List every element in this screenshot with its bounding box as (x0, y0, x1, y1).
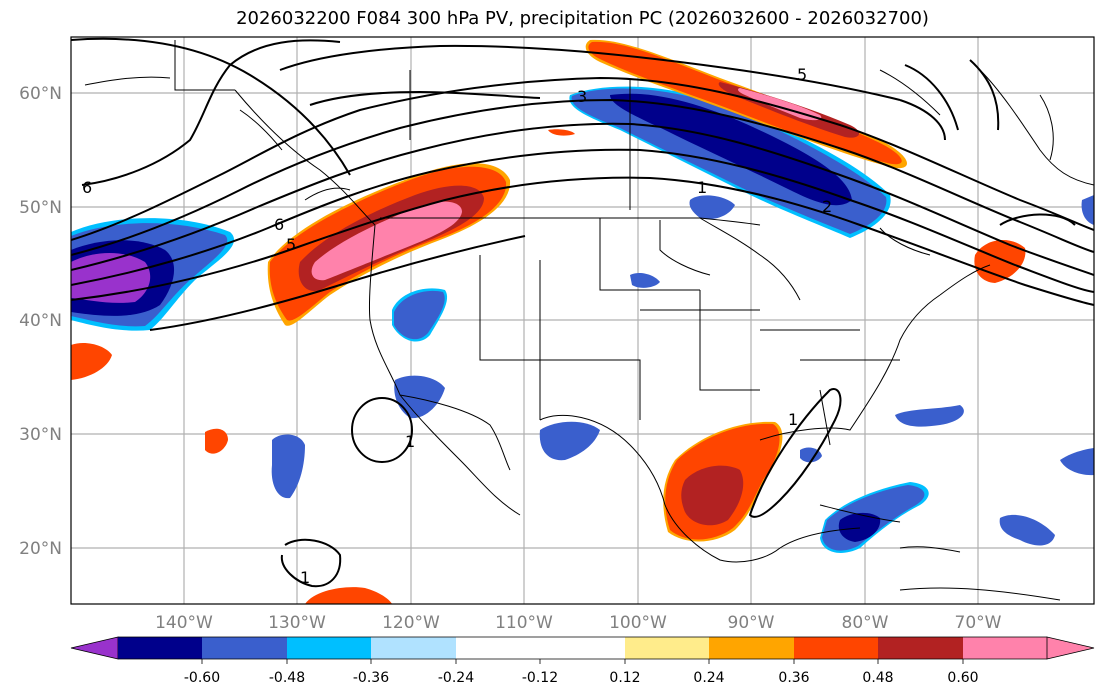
colorbar: -0.60 -0.48 -0.36 -0.24 -0.12 0.12 0.24 … (70, 636, 1095, 686)
colorbar-tick-label: -0.12 (522, 670, 558, 686)
colorbar-segment (963, 637, 1047, 659)
colorbar-segment (371, 637, 456, 659)
coastlines-borders (84, 40, 1094, 601)
colorbar-ticks (201, 659, 964, 664)
colorbar-segment (878, 637, 963, 659)
colorbar-tick-label: -0.60 (184, 670, 220, 686)
map-title: 2026032200 F084 300 hPa PV, precipitatio… (236, 8, 929, 29)
colorbar-segment (794, 637, 878, 659)
contour-label: 1 (300, 568, 310, 587)
lon-label: 90°W (728, 613, 775, 633)
colorbar-tick-label: -0.24 (438, 670, 474, 686)
map-frame (70, 36, 1095, 605)
precip-shading (71, 39, 1094, 604)
contour-label: 5 (286, 235, 296, 254)
lat-label: 50°N (19, 198, 62, 218)
contour-label: 3 (577, 87, 587, 106)
colorbar-tick-label: 0.24 (693, 670, 724, 686)
lon-label: 70°W (955, 613, 1002, 633)
longitude-labels: 140°W 130°W 120°W 110°W 100°W 90°W 80°W … (155, 613, 1002, 633)
colorbar-segment (709, 637, 794, 659)
lat-label: 20°N (19, 539, 62, 559)
pv-contours (71, 37, 1094, 588)
colorbar-segment (202, 637, 287, 659)
colorbar-tick-label: -0.48 (269, 670, 305, 686)
lat-label: 40°N (19, 311, 62, 331)
contour-label: 1 (697, 178, 707, 197)
colorbar-tick-label: 0.12 (609, 670, 640, 686)
contour-label: 6 (82, 178, 92, 197)
contour-labels: 6 6 5 5 3 1 2 1 1 1 (82, 65, 832, 587)
colorbar-tick-label: -0.36 (353, 670, 389, 686)
latitude-labels: 60°N 50°N 40°N 30°N 20°N (19, 84, 62, 559)
contour-label: 1 (405, 432, 415, 451)
contour-label: 5 (797, 65, 807, 84)
colorbar-extend-low (70, 636, 119, 660)
colorbar-tick-label: 0.48 (862, 670, 893, 686)
lat-label: 60°N (19, 84, 62, 104)
colorbar-segment (118, 637, 202, 659)
lon-label: 140°W (155, 613, 213, 633)
colorbar-tick-label: 0.60 (947, 670, 978, 686)
lon-label: 80°W (842, 613, 889, 633)
lat-label: 30°N (19, 425, 62, 445)
colorbar-extend-high (1046, 636, 1095, 660)
colorbar-segment (287, 637, 371, 659)
lon-label: 130°W (268, 613, 326, 633)
lon-label: 110°W (495, 613, 553, 633)
colorbar-segment (540, 637, 625, 659)
lon-label: 100°W (609, 613, 667, 633)
contour-label: 1 (788, 410, 798, 429)
contour-label: 6 (274, 215, 284, 234)
contour-label: 2 (822, 197, 832, 216)
colorbar-segment (456, 637, 540, 659)
lon-label: 120°W (382, 613, 440, 633)
colorbar-segment (625, 637, 709, 659)
colorbar-tick-label: 0.36 (778, 670, 809, 686)
